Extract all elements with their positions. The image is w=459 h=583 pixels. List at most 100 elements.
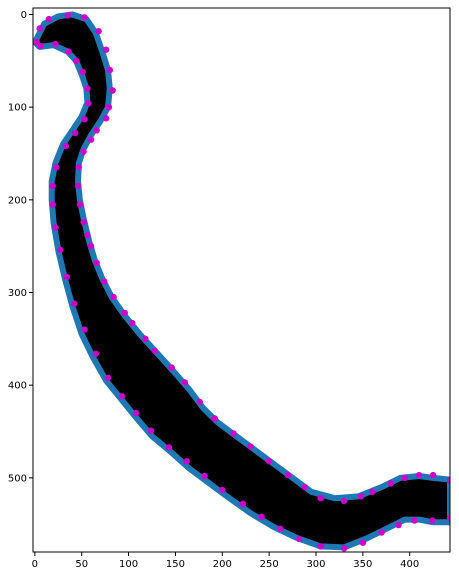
- contour-point-marker: [92, 350, 100, 357]
- contour-point-marker: [101, 278, 108, 285]
- x-tick-label: 200: [213, 559, 232, 570]
- y-tick-label: 300: [8, 288, 27, 299]
- axes-layer: 0 50 100 150 200 250 300 350 400 0 100 200 300 400 500: [8, 7, 451, 570]
- contour-point-marker: [211, 415, 218, 422]
- contour-point-marker: [79, 68, 86, 76]
- contour-point-marker: [395, 521, 402, 529]
- y-tick-label: 100: [8, 103, 27, 114]
- contour-point-marker: [95, 28, 102, 35]
- contour-point-marker: [183, 458, 190, 465]
- contour-point-marker: [49, 182, 56, 190]
- contour-point-marker: [72, 129, 79, 137]
- contour-point-marker: [81, 116, 88, 123]
- contour-point-marker: [201, 472, 208, 480]
- contour-point-marker: [37, 42, 44, 50]
- contour-point-marker: [93, 259, 100, 267]
- contour-point-marker: [317, 495, 324, 502]
- contour-point-marker: [87, 243, 95, 250]
- contour-point-marker: [85, 100, 92, 107]
- x-tick-label: 300: [306, 559, 325, 570]
- contour-point-marker: [93, 127, 100, 134]
- contour-point-marker: [357, 493, 365, 500]
- contour-point-marker: [109, 87, 116, 94]
- contour-point-marker: [45, 15, 53, 23]
- filled-contour-shape: [33, 11, 450, 551]
- contour-point-marker: [415, 471, 423, 479]
- contour-point-marker: [81, 14, 88, 21]
- x-tick-label: 150: [166, 559, 185, 570]
- contour-point-marker: [446, 477, 450, 484]
- contour-point-marker: [151, 347, 158, 355]
- y-tick-label: 0: [21, 10, 27, 21]
- contour-point-marker: [401, 474, 409, 482]
- contour-point-marker: [105, 104, 113, 111]
- contour-point-marker: [429, 517, 436, 524]
- axes-frame: [32, 7, 451, 553]
- contour-point-marker: [71, 300, 78, 307]
- contour-point-marker: [102, 46, 110, 53]
- contour-point-marker: [411, 517, 418, 524]
- contour-point-marker: [181, 379, 188, 386]
- contour-point-marker: [219, 486, 226, 494]
- contour-point-marker: [62, 142, 69, 150]
- contour-point-marker: [129, 319, 136, 327]
- contour-point-marker: [104, 374, 112, 381]
- contour-point-marker: [36, 25, 43, 32]
- x-tick-label: 400: [400, 559, 419, 570]
- contour-point-marker: [295, 535, 303, 543]
- contour-point-marker: [147, 427, 155, 434]
- contour-point-marker: [76, 201, 84, 208]
- contour-point-marker: [359, 539, 367, 546]
- contour-point-marker: [142, 335, 149, 342]
- contour-point-marker: [63, 273, 70, 280]
- contour-point-marker: [80, 218, 87, 226]
- contour-point-marker: [317, 543, 324, 550]
- contour-point-marker: [64, 12, 71, 19]
- contour-point-marker: [87, 136, 95, 143]
- contour-point-marker: [49, 201, 56, 208]
- contour-point-marker: [196, 398, 203, 406]
- x-tick-label: 50: [75, 559, 88, 570]
- contour-point-marker: [239, 500, 247, 507]
- contour-point-marker: [121, 309, 128, 317]
- x-tick-label: 100: [119, 559, 138, 570]
- contour-point-marker: [118, 393, 126, 400]
- contour-point-marker: [52, 40, 59, 48]
- x-tick-label: 250: [260, 559, 279, 570]
- contour-point-marker: [65, 48, 72, 55]
- contour-point-marker: [247, 443, 254, 450]
- contour-point-marker: [387, 480, 395, 487]
- contour-point-marker: [75, 164, 83, 171]
- data-layer: [33, 11, 450, 552]
- contour-point-marker: [301, 483, 308, 491]
- contour-point-marker: [369, 488, 376, 495]
- contour-point-marker: [340, 545, 348, 552]
- contour-point-marker: [102, 115, 110, 122]
- x-tick-label: 0: [32, 559, 38, 570]
- contour-point-marker: [284, 471, 292, 479]
- contour-point-marker: [81, 326, 88, 333]
- contour-point-marker: [74, 182, 82, 190]
- contour-point-marker: [52, 224, 59, 231]
- x-tick-label: 350: [353, 559, 372, 570]
- y-tick-label: 500: [8, 473, 27, 484]
- y-tick-label: 400: [8, 381, 27, 392]
- contour-point-marker: [429, 471, 437, 479]
- contour-point-marker: [258, 513, 265, 520]
- contour-point-marker: [277, 525, 284, 532]
- contour-point-marker: [230, 430, 237, 437]
- contour-point-marker: [132, 409, 140, 417]
- contour-point-marker: [80, 148, 87, 155]
- contour-point-marker: [53, 164, 60, 171]
- y-tick-label: 200: [8, 195, 27, 206]
- contour-point-marker: [265, 458, 273, 465]
- contour-point-marker: [84, 231, 91, 239]
- contour-point-marker: [72, 57, 80, 64]
- contour-point-marker: [446, 514, 450, 521]
- contour-point-marker: [110, 293, 117, 301]
- contour-point-marker: [165, 444, 173, 451]
- plot-clipped-group: [33, 11, 450, 552]
- contour-point-marker: [378, 529, 385, 536]
